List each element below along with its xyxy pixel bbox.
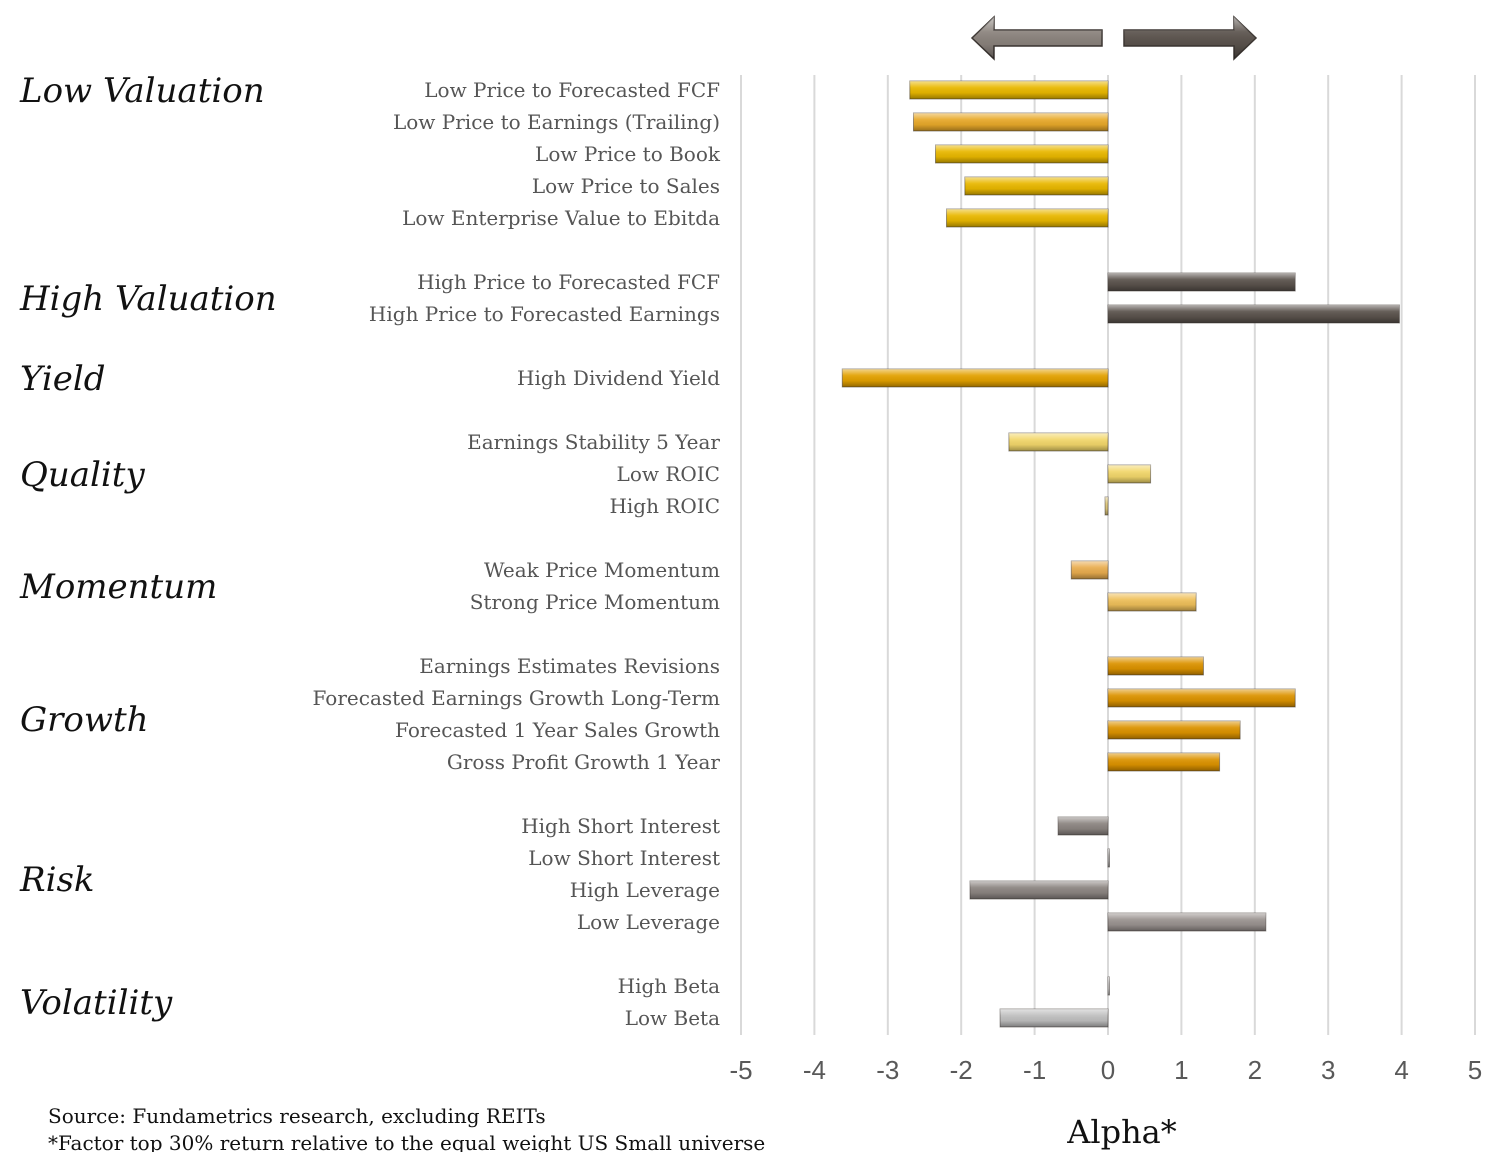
factor-label-high-leverage: High Leverage: [570, 878, 720, 902]
bar-shading: [1108, 273, 1296, 291]
bar-shading: [1105, 497, 1108, 515]
factor-label-low-leverage: Low Leverage: [577, 910, 720, 934]
bar-shading: [1108, 977, 1110, 995]
factor-label-weak-price-momentum: Weak Price Momentum: [484, 558, 720, 582]
factor-label-low-price-to-book: Low Price to Book: [535, 142, 721, 166]
bar-shading: [964, 177, 1108, 195]
factor-label-gross-profit-growth-1-year: Gross Profit Growth 1 Year: [447, 750, 721, 774]
bar-shading: [946, 209, 1108, 227]
factor-label-forecasted-1-year-sales-growth: Forecasted 1 Year Sales Growth: [395, 718, 720, 742]
bar-shading: [935, 145, 1108, 163]
factor-label-forecasted-earnings-growth-long-term: Forecasted Earnings Growth Long-Term: [313, 686, 721, 710]
bar-shading: [1108, 593, 1197, 611]
x-tick-label: 2: [1248, 1055, 1262, 1085]
group-label-growth: Growth: [20, 700, 149, 740]
bar-shading: [1108, 849, 1110, 867]
factor-label-low-enterprise-value-to-ebitda: Low Enterprise Value to Ebitda: [402, 206, 720, 230]
bar-shading: [1108, 753, 1220, 771]
factor-label-high-short-interest: High Short Interest: [521, 814, 720, 838]
factor-label-low-price-to-sales: Low Price to Sales: [532, 174, 720, 198]
factor-label-low-short-interest: Low Short Interest: [528, 846, 720, 870]
x-tick-label: 0: [1101, 1055, 1115, 1085]
x-tick-label: -3: [876, 1055, 899, 1085]
grid-lines: [740, 75, 1476, 1035]
x-tick-label: 5: [1468, 1055, 1482, 1085]
x-axis-ticks: -5 -4 -3 -2 -1 0 1 2 3 4 5: [729, 1055, 1482, 1085]
bar-shading: [1108, 913, 1266, 931]
left-arrow-shading: [972, 17, 1102, 59]
bar-shading: [1108, 657, 1204, 675]
bar-shading: [1008, 433, 1108, 451]
x-axis-title: Alpha*: [1066, 1113, 1177, 1151]
direction-arrows: [970, 15, 1258, 61]
factor-label-low-price-to-forecasted-fcf: Low Price to Forecasted FCF: [424, 78, 720, 102]
x-tick-label: -2: [950, 1055, 973, 1085]
bar-shading: [1071, 561, 1108, 579]
bar-shading: [1000, 1009, 1108, 1027]
group-label-high-valuation: High Valuation: [19, 279, 277, 319]
bar-shading: [909, 81, 1108, 99]
x-tick-label: 3: [1321, 1055, 1335, 1085]
group-label-yield: Yield: [20, 359, 105, 399]
bar-shading: [842, 369, 1108, 387]
bar-shading: [1058, 817, 1108, 835]
group-label-quality: Quality: [20, 455, 145, 495]
factor-label-earnings-stability-5-year: Earnings Stability 5 Year: [467, 430, 720, 454]
factor-label-high-beta: High Beta: [618, 974, 720, 998]
factor-label-low-roic: Low ROIC: [617, 462, 720, 486]
factor-label-earnings-estimates-revisions: Earnings Estimates Revisions: [419, 654, 720, 678]
bar-shading: [1108, 465, 1151, 483]
factor-label-high-price-to-forecasted-earnings: High Price to Forecasted Earnings: [369, 302, 720, 326]
bar-shading: [1108, 689, 1296, 707]
group-label-volatility: Volatility: [20, 983, 173, 1023]
bar-shading: [970, 881, 1108, 899]
factor-label-high-roic: High ROIC: [609, 494, 720, 518]
factor-label-strong-price-momentum: Strong Price Momentum: [470, 590, 720, 614]
labels: Low Price to Forecasted FCF Low Price to …: [19, 71, 721, 1030]
x-tick-label: -1: [1023, 1055, 1046, 1085]
group-label-risk: Risk: [19, 860, 95, 900]
x-tick-label: 4: [1394, 1055, 1408, 1085]
bars: [841, 80, 1400, 1028]
source-footnote: Source: Fundametrics research, excluding…: [48, 1104, 546, 1128]
bar-shading: [1108, 305, 1400, 323]
factor-label-high-dividend-yield: High Dividend Yield: [517, 366, 720, 390]
factor-label-high-price-to-forecasted-fcf: High Price to Forecasted FCF: [417, 270, 720, 294]
factor-label-low-beta: Low Beta: [625, 1006, 720, 1030]
bar-shading: [1108, 721, 1241, 739]
x-tick-label: -5: [729, 1055, 752, 1085]
group-label-momentum: Momentum: [19, 567, 217, 607]
right-arrow-shading: [1124, 17, 1256, 59]
group-label-low-valuation: Low Valuation: [19, 71, 265, 111]
x-tick-label: -4: [803, 1055, 826, 1085]
factor-label-low-price-to-earnings-trailing: Low Price to Earnings (Trailing): [393, 110, 720, 134]
bar-shading: [913, 113, 1108, 131]
x-tick-label: 1: [1174, 1055, 1188, 1085]
definition-footnote: *Factor top 30% return relative to the e…: [48, 1131, 765, 1152]
